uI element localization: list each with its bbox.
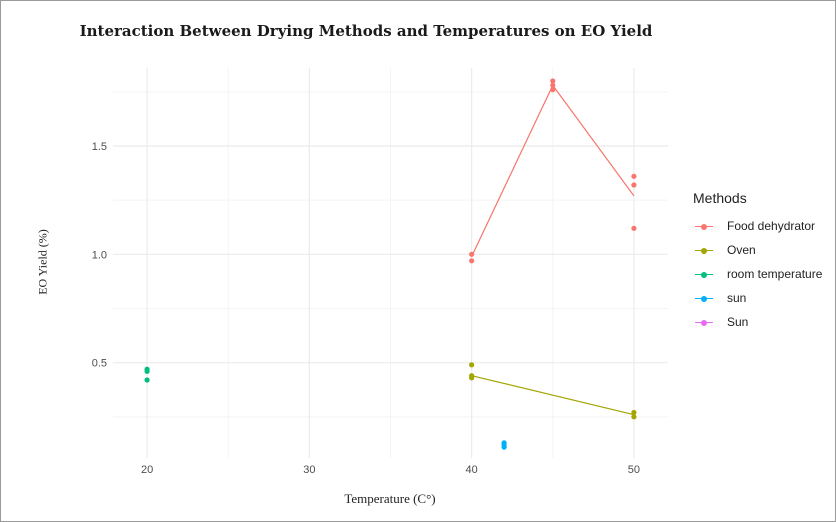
data-point-room-temperature: [144, 377, 150, 383]
data-point-room-temperature: [144, 368, 150, 374]
chart-title: Interaction Between Drying Methods and T…: [79, 22, 653, 40]
data-point-oven: [631, 414, 637, 420]
data-point-food-dehydrator: [469, 258, 475, 264]
legend-label: room temperature: [727, 267, 823, 281]
legend-key-icon: [693, 292, 715, 306]
legend-label: Oven: [727, 243, 756, 257]
data-point-food-dehydrator: [550, 87, 556, 93]
y-tick-label: 1.5: [92, 141, 107, 153]
y-axis-label: EO Yield (%): [35, 229, 50, 295]
data-point-food-dehydrator: [550, 78, 556, 84]
data-point-oven: [469, 375, 475, 381]
legend-key-icon: [693, 316, 715, 330]
series-line-oven: [471, 375, 635, 416]
legend-key-icon: [693, 220, 715, 234]
legend-label: Sun: [727, 315, 749, 329]
data-point-food-dehydrator: [550, 82, 556, 88]
x-tick-label: 50: [628, 464, 640, 476]
legend-label: Food dehydrator: [727, 219, 816, 233]
x-axis-label: Temperature (C°): [344, 491, 436, 506]
y-tick-label: 1.0: [92, 249, 107, 261]
data-point-sun: [501, 444, 507, 450]
legend-label: sun: [727, 291, 747, 305]
x-tick-label: 20: [141, 464, 153, 476]
legend-key-icon: [693, 244, 715, 258]
data-point-food-dehydrator: [469, 251, 475, 257]
data-point-food-dehydrator: [631, 225, 637, 231]
data-point-food-dehydrator: [631, 182, 637, 188]
data-point-oven: [469, 362, 475, 368]
x-tick-label: 40: [466, 464, 478, 476]
legend-key-icon: [693, 268, 715, 282]
x-tick-label: 30: [303, 464, 315, 476]
y-tick-label: 0.5: [92, 358, 107, 370]
data-point-oven: [631, 409, 637, 416]
legend-title: Methods: [693, 190, 747, 206]
data-point-food-dehydrator: [631, 173, 637, 179]
